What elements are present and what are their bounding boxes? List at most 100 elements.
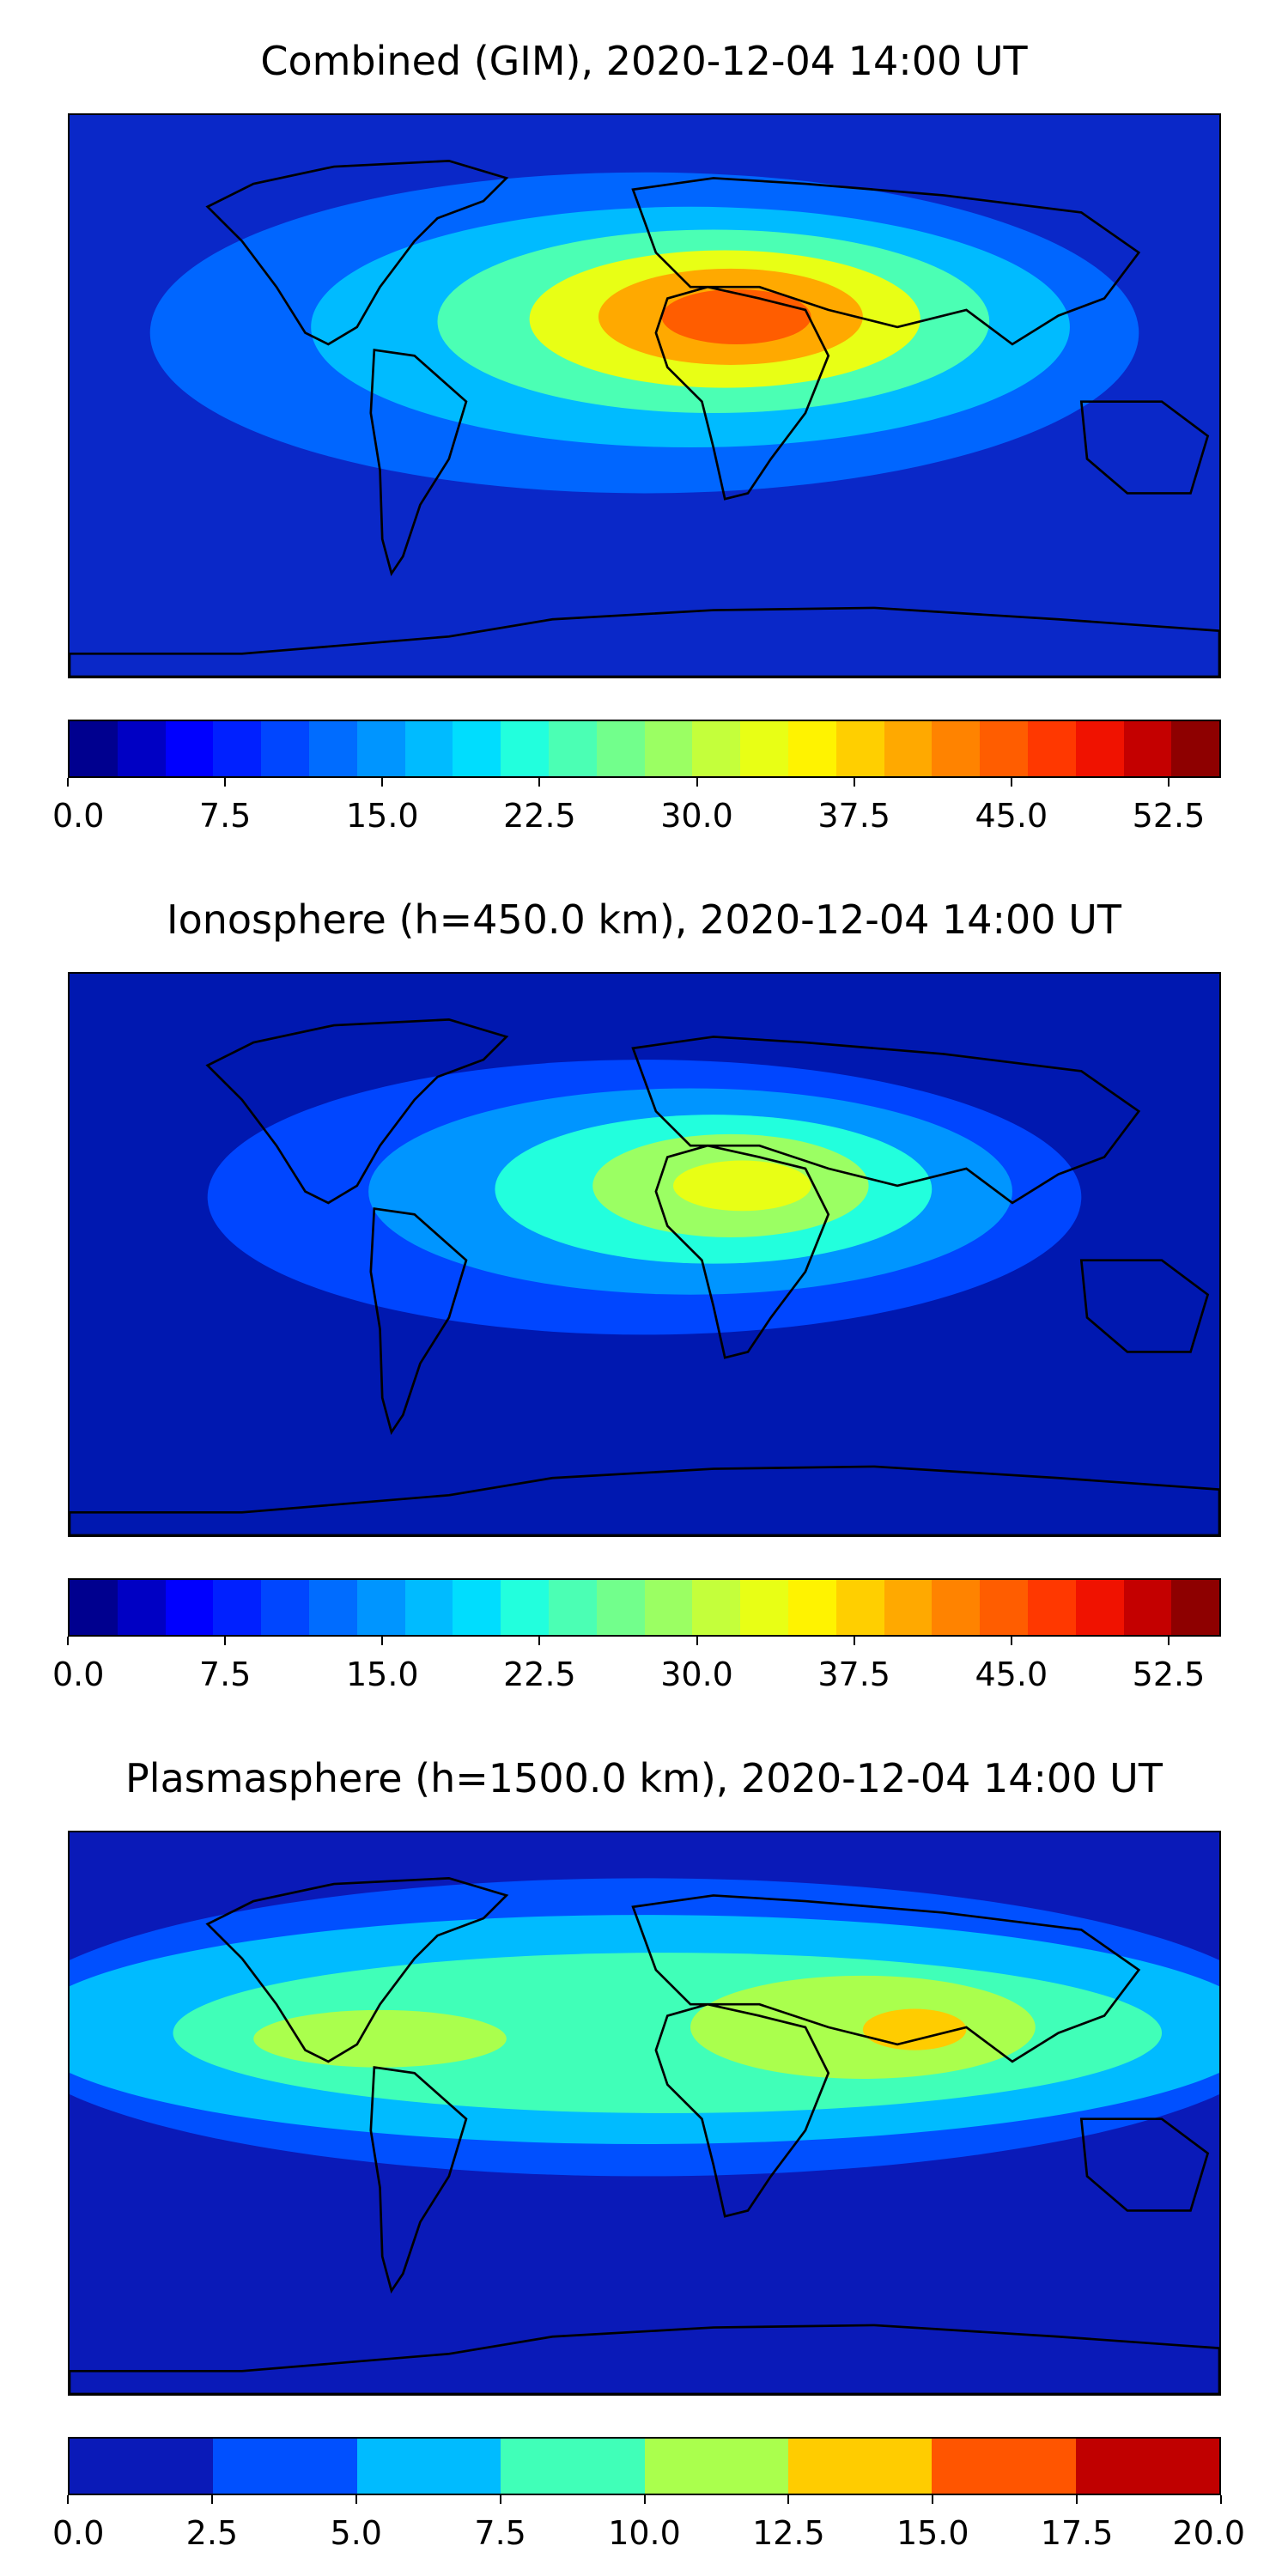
coastline-5 (70, 606, 1219, 677)
tec-contour-4 (690, 1975, 1036, 2079)
colorbar-tick-label: 0.0 (52, 797, 105, 835)
coastline-4 (1079, 2117, 1210, 2212)
tec-contour-4 (672, 1160, 811, 1212)
colorbar-swatch (70, 721, 118, 776)
colorbar-swatch (932, 2439, 1076, 2494)
colorbar-tick-label: 45.0 (975, 797, 1048, 835)
colorbar-ticks: 0.0 2.5 5.0 7.5 10.0 12.5 15.0 17.5 20.0 (52, 2495, 1245, 2555)
colorbar-swatch (787, 2439, 933, 2494)
colorbar-swatch (932, 721, 981, 776)
colorbar-swatch (165, 721, 214, 776)
colorbar-swatch (356, 2439, 501, 2494)
map-svg (70, 1832, 1219, 2394)
panel-title: Ionosphere (h=450.0 km), 2020-12-04 14:0… (167, 896, 1121, 943)
colorbar-swatch (404, 1580, 453, 1635)
colorbar-swatch (740, 721, 788, 776)
colorbar-swatch (501, 721, 549, 776)
colorbar-swatch (692, 721, 741, 776)
panel-combined: Combined (GIM), 2020-12-04 14:00 UT 0.0 7… (0, 0, 1288, 859)
panel-title: Plasmasphere (h=1500.0 km), 2020-12-04 1… (125, 1755, 1163, 1801)
colorbar-swatch (453, 1580, 501, 1635)
tec-contour-5 (862, 2008, 967, 2050)
coastline-4 (1079, 400, 1210, 495)
colorbar-swatch (308, 1580, 357, 1635)
colorbar-tick-label: 17.5 (1040, 2514, 1114, 2552)
colorbar-swatch (1027, 721, 1076, 776)
colorbar-swatch (1171, 721, 1220, 776)
colorbar-swatch (356, 1580, 405, 1635)
coastline-1 (369, 349, 468, 577)
colorbar-swatch (261, 1580, 309, 1635)
colorbar-tick-label: 2.5 (185, 2514, 239, 2552)
colorbar-swatch (213, 1580, 262, 1635)
colorbar-swatch (1171, 1580, 1220, 1635)
colorbar-tick-label: 5.0 (330, 2514, 382, 2552)
colorbar-ticks: 0.0 7.5 15.0 22.5 30.0 37.5 45.0 52.5 (52, 778, 1221, 838)
colorbar-swatch (70, 2439, 214, 2494)
colorbar-swatch (787, 1580, 836, 1635)
colorbar-swatch (596, 1580, 645, 1635)
coastline-5 (70, 2324, 1219, 2394)
colorbar-swatch (117, 721, 166, 776)
colorbar-tick-label: 30.0 (660, 1656, 733, 1693)
map-svg (70, 974, 1219, 1535)
colorbar-swatch (501, 1580, 549, 1635)
colorbar-swatch (70, 1580, 118, 1635)
colorbar-tick-label: 7.5 (474, 2514, 526, 2552)
colorbar-swatch (261, 721, 309, 776)
tec-contour-3 (253, 2009, 507, 2068)
colorbar-tick-label: 45.0 (975, 1656, 1048, 1693)
colorbar-tick-label: 10.0 (608, 2514, 681, 2552)
coastline-5 (70, 1465, 1219, 1535)
panel-title: Combined (GIM), 2020-12-04 14:00 UT (260, 38, 1028, 84)
colorbar-ticks: 0.0 7.5 15.0 22.5 30.0 37.5 45.0 52.5 (52, 1637, 1221, 1697)
colorbar-swatch (980, 721, 1028, 776)
colorbar-swatch (644, 2439, 788, 2494)
coastline-3 (631, 1036, 1141, 1205)
colorbar-swatch (308, 721, 357, 776)
colorbar (68, 720, 1221, 778)
colorbar-swatch (356, 721, 405, 776)
colorbar-swatch (692, 1580, 741, 1635)
colorbar-tick-label: 15.0 (345, 1656, 419, 1693)
colorbar-swatch (644, 1580, 693, 1635)
coastline-2 (654, 285, 830, 501)
coastline-3 (631, 177, 1141, 346)
coastline-4 (1079, 1259, 1210, 1353)
colorbar-swatch (932, 1580, 981, 1635)
colorbar-tick-label: 7.5 (198, 1656, 252, 1693)
colorbar-swatch (548, 1580, 597, 1635)
colorbar-tick-label: 15.0 (345, 797, 419, 835)
map-svg (70, 115, 1219, 677)
colorbar-swatch (1075, 2439, 1219, 2494)
coastline-2 (654, 2002, 830, 2218)
colorbar-swatch (404, 721, 453, 776)
colorbar-swatch (835, 1580, 884, 1635)
colorbar-tick-label: 37.5 (817, 1656, 890, 1693)
tec-map (68, 1831, 1221, 2396)
colorbar-swatch (1075, 721, 1124, 776)
coastline-1 (369, 1207, 468, 1436)
coastline-0 (205, 160, 509, 346)
colorbar-swatch (1027, 1580, 1076, 1635)
colorbar-swatch (1075, 1580, 1124, 1635)
colorbar-tick-label: 15.0 (896, 2514, 969, 2552)
colorbar (68, 2437, 1221, 2495)
colorbar-tick-label: 52.5 (1132, 1656, 1206, 1693)
panel-ionosphere: Ionosphere (h=450.0 km), 2020-12-04 14:0… (0, 859, 1288, 1717)
colorbar-tick-label: 22.5 (503, 1656, 576, 1693)
colorbar-swatch (453, 721, 501, 776)
colorbar-tick-label: 30.0 (660, 797, 733, 835)
colorbar-swatch (213, 721, 262, 776)
colorbar-swatch (884, 721, 933, 776)
tec-map (68, 113, 1221, 678)
colorbar-swatch (213, 2439, 357, 2494)
colorbar-tick-label: 0.0 (52, 2514, 105, 2552)
colorbar-tick-label: 20.0 (1172, 2514, 1245, 2552)
colorbar-swatch (980, 1580, 1028, 1635)
colorbar-tick-label: 12.5 (752, 2514, 825, 2552)
colorbar-swatch (644, 721, 693, 776)
colorbar-swatch (740, 1580, 788, 1635)
colorbar-tick-label: 22.5 (503, 797, 576, 835)
panel-plasmasphere: Plasmasphere (h=1500.0 km), 2020-12-04 1… (0, 1717, 1288, 2576)
